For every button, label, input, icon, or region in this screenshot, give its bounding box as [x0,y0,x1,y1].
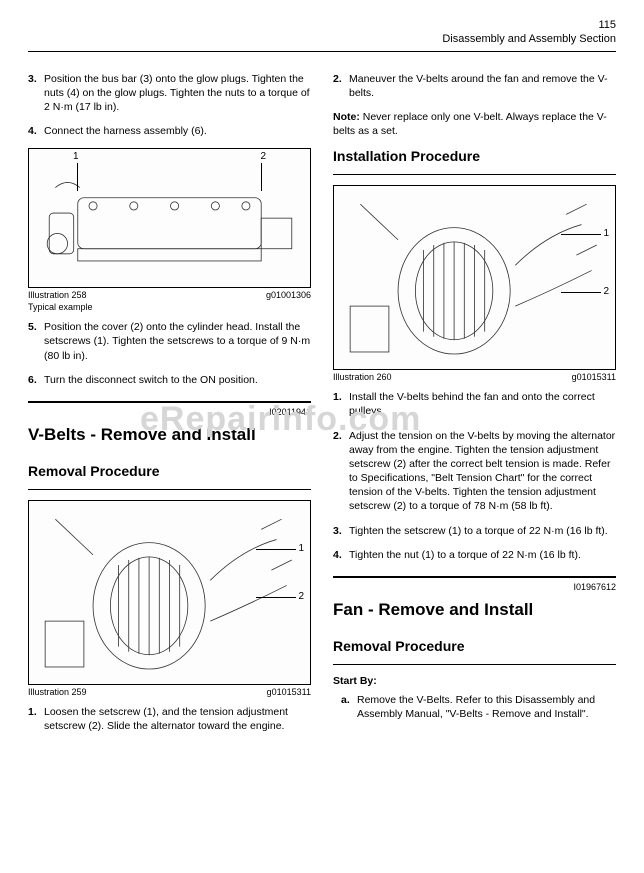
illustration-code: g01015311 [267,687,311,697]
substep-item: a. Remove the V-Belts. Refer to this Dis… [341,693,616,721]
illustration-259: 1 2 [28,500,311,685]
step-number: 5. [28,320,44,363]
section-id: I02011941 [28,407,311,417]
step-number: 1. [28,705,44,733]
callout-line [561,292,601,293]
step-list-b-left: 5. Position the cover (2) onto the cylin… [28,320,311,387]
step-text: Connect the harness assembly (6). [44,124,311,138]
step-text: Loosen the setscrew (1), and the tension… [44,705,311,733]
two-column-layout: 3. Position the bus bar (3) onto the glo… [28,72,616,744]
step-text: Tighten the setscrew (1) to a torque of … [349,524,616,538]
subsection-rule [28,489,311,490]
spacer [333,382,616,390]
right-column: 2. Maneuver the V-belts around the fan a… [333,72,616,744]
step-number: 4. [28,124,44,138]
step-text: Adjust the tension on the V-belts by mov… [349,429,616,514]
step-list-c-left: 1. Loosen the setscrew (1), and the tens… [28,705,311,733]
step-item: 3. Position the bus bar (3) onto the glo… [28,72,311,115]
step-text: Position the bus bar (3) onto the glow p… [44,72,311,115]
alternator-sketch-icon [37,509,302,682]
figure-caption-row: Illustration 259 g01015311 [28,687,311,697]
section-title-fan: Fan - Remove and Install [333,600,616,620]
subsection-title-removal: Removal Procedure [28,463,311,479]
section-rule [28,401,311,403]
step-item: 6. Turn the disconnect switch to the ON … [28,373,311,387]
step-list-a-right: 2. Maneuver the V-belts around the fan a… [333,72,616,100]
step-text: Maneuver the V-belts around the fan and … [349,72,616,100]
step-number: 2. [333,429,349,514]
section-name: Disassembly and Assembly Section [28,32,616,46]
illustration-label: Illustration 259 [28,687,87,697]
callout-label: 1 [298,543,304,554]
step-item: 2. Adjust the tension on the V-belts by … [333,429,616,514]
step-list-a-left: 3. Position the bus bar (3) onto the glo… [28,72,311,139]
section-rule [333,576,616,578]
start-by-label: Start By: [333,675,616,687]
step-text: Turn the disconnect switch to the ON pos… [44,373,311,387]
alternator-sketch-icon [342,194,607,367]
step-item: 1. Install the V-belts behind the fan an… [333,390,616,418]
page-number: 115 [28,18,616,32]
subsection-rule [333,664,616,665]
substep-text: Remove the V-Belts. Refer to this Disass… [357,693,616,721]
note-text: Never replace only one V-belt. Always re… [333,111,607,137]
step-number: 1. [333,390,349,418]
subsection-title-installation: Installation Procedure [333,148,616,164]
step-number: 3. [28,72,44,115]
step-number: 4. [333,548,349,562]
left-column: 3. Position the bus bar (3) onto the glo… [28,72,311,744]
illustration-label: Illustration 260 [333,372,392,382]
callout-line [261,163,262,191]
substep-letter: a. [341,693,357,721]
step-item: 5. Position the cover (2) onto the cylin… [28,320,311,363]
step-number: 3. [333,524,349,538]
illustration-subcaption: Typical example [28,302,311,312]
section-id: I01967612 [333,582,616,592]
step-item: 1. Loosen the setscrew (1), and the tens… [28,705,311,733]
note-label: Note: [333,111,360,123]
illustration-code: g01015311 [572,372,616,382]
illustration-258: 1 2 [28,148,311,288]
illustration-code: g01001306 [266,290,311,300]
step-item: 4. Connect the harness assembly (6). [28,124,311,138]
callout-line [561,234,601,235]
figure-caption-row: Illustration 258 g01001306 [28,290,311,300]
step-number: 2. [333,72,349,100]
step-number: 6. [28,373,44,387]
step-item: 3. Tighten the setscrew (1) to a torque … [333,524,616,538]
callout-line [77,163,78,191]
illustration-260: 1 2 [333,185,616,370]
callout-label: 1 [73,151,79,162]
callout-label: 2 [298,591,304,602]
callout-line [256,597,296,598]
step-text: Tighten the nut (1) to a torque of 22 N·… [349,548,616,562]
illustration-label: Illustration 258 [28,290,87,300]
callout-label: 2 [260,151,266,162]
callout-label: 2 [603,286,609,297]
subsection-title-removal-right: Removal Procedure [333,638,616,654]
callout-line [256,549,296,550]
page: 115 Disassembly and Assembly Section 3. … [0,0,644,761]
subsection-rule [333,174,616,175]
note: Note: Never replace only one V-belt. Alw… [333,110,616,138]
figure-caption-row: Illustration 260 g01015311 [333,372,616,382]
step-item: 2. Maneuver the V-belts around the fan a… [333,72,616,100]
callout-label: 1 [603,228,609,239]
step-text: Install the V-belts behind the fan and o… [349,390,616,418]
section-title-vbelts: V-Belts - Remove and Install [28,425,311,445]
header-rule [28,51,616,52]
step-text: Position the cover (2) onto the cylinder… [44,320,311,363]
spacer [28,697,311,705]
step-list-b-right: 1. Install the V-belts behind the fan an… [333,390,616,562]
page-header: 115 Disassembly and Assembly Section [28,18,616,47]
step-item: 4. Tighten the nut (1) to a torque of 22… [333,548,616,562]
